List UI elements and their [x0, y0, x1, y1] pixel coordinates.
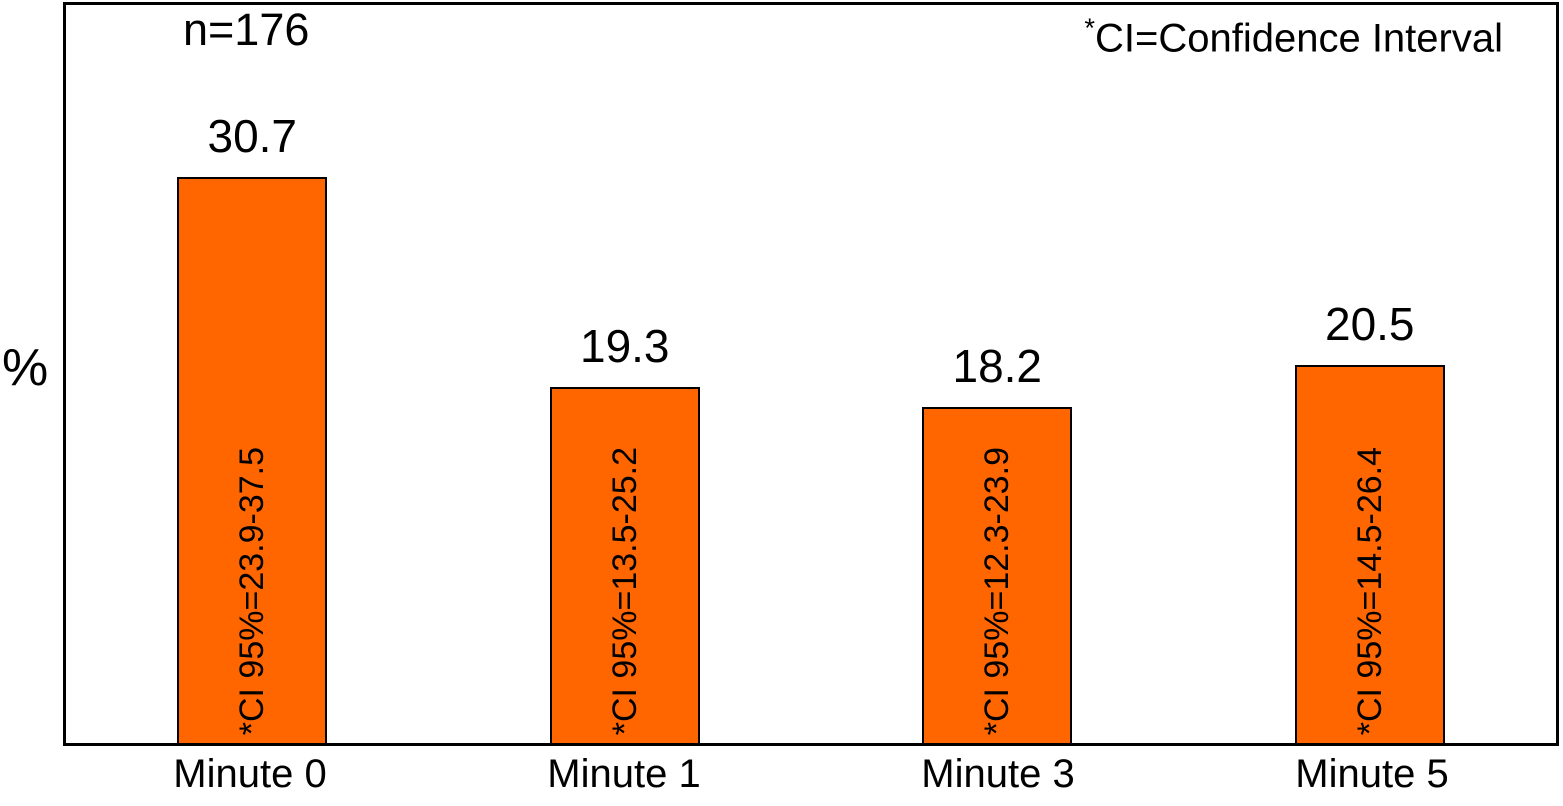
- bar-value-label: 19.3: [579, 320, 670, 372]
- bar-value-label: 20.5: [1324, 298, 1415, 350]
- bar-ci-label: *CI 95%=12.3-23.9: [978, 446, 1017, 735]
- bar-ci-label: *CI 95%=14.5-26.4: [1350, 446, 1389, 735]
- x-axis-tick-label: Minute 5: [1295, 752, 1449, 796]
- bar-group: 30.7 *CI 95%=23.9-37.5: [66, 5, 439, 743]
- plot-area: 30.7 *CI 95%=23.9-37.5 19.3 *CI 95%=13.5-25…: [63, 2, 1559, 746]
- bar: *CI 95%=23.9-37.5: [177, 177, 328, 743]
- bar-group: 19.3 *CI 95%=13.5-25.2: [439, 5, 812, 743]
- bar: *CI 95%=12.3-23.9: [922, 407, 1073, 743]
- ci-definition-note: *CI=Confidence Interval: [1084, 12, 1503, 61]
- sample-size-annotation: n=176: [183, 4, 310, 55]
- x-axis-labels: Minute 0 Minute 1 Minute 3 Minute 5: [63, 752, 1559, 797]
- ci-note-text: CI=Confidence Interval: [1094, 16, 1503, 61]
- bar: *CI 95%=13.5-25.2: [549, 387, 700, 743]
- bar-ci-label: *CI 95%=23.9-37.5: [233, 446, 272, 735]
- x-axis-tick-label: Minute 1: [547, 752, 701, 796]
- bar-value-label: 30.7: [207, 110, 298, 162]
- x-axis-tick-label: Minute 3: [921, 752, 1075, 796]
- bar-value-label: 18.2: [952, 340, 1043, 392]
- y-axis-label: %: [2, 339, 49, 397]
- bar-group: 20.5 *CI 95%=14.5-26.4: [1184, 5, 1557, 743]
- ci-note-asterisk: *: [1084, 12, 1095, 43]
- bar: *CI 95%=14.5-26.4: [1294, 365, 1445, 743]
- bars-container: 30.7 *CI 95%=23.9-37.5 19.3 *CI 95%=13.5-25…: [66, 5, 1556, 743]
- x-axis-tick-label: Minute 0: [173, 752, 327, 796]
- bar-ci-label: *CI 95%=13.5-25.2: [605, 446, 644, 735]
- bar-group: 18.2 *CI 95%=12.3-23.9: [811, 5, 1184, 743]
